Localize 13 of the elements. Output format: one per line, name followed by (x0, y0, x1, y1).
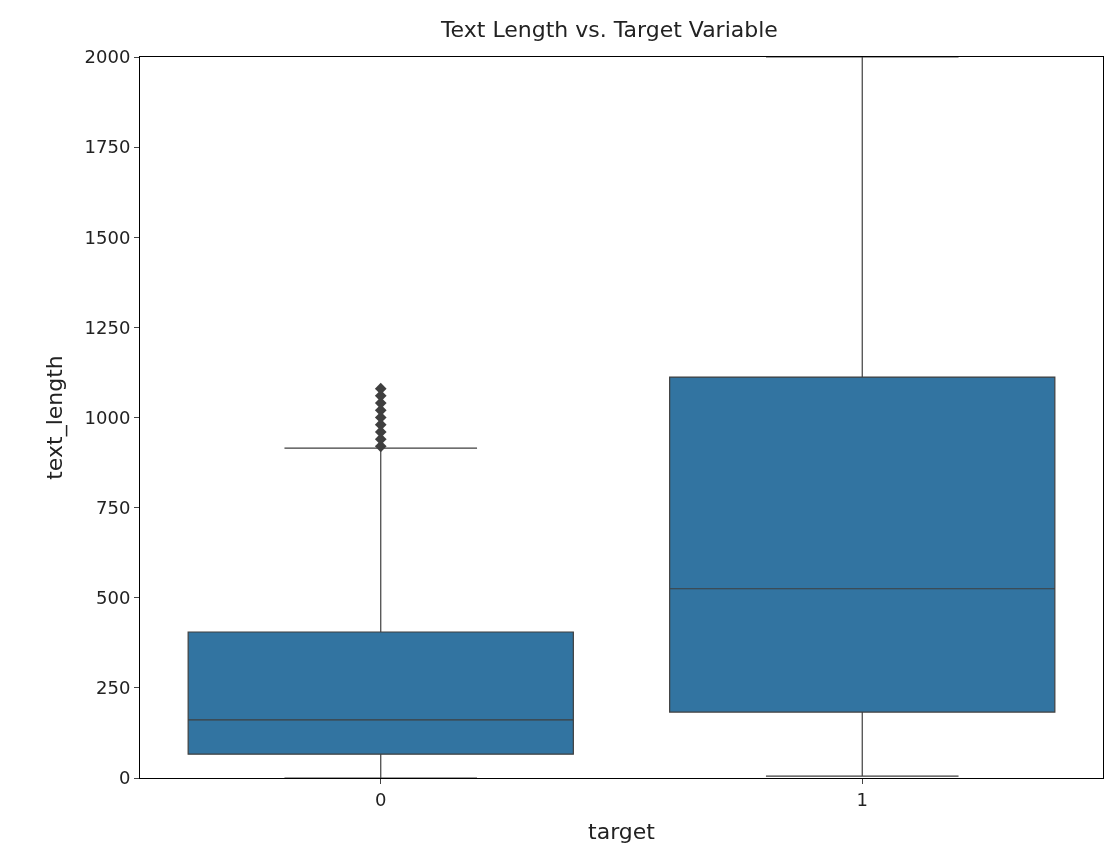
y-tick-label: 2000 (84, 46, 131, 68)
y-tick-label: 250 (96, 677, 131, 699)
y-tick-label: 0 (118, 767, 131, 789)
y-tick-label: 1250 (84, 316, 131, 338)
y-tick-label: 500 (96, 587, 131, 609)
y-tick-label: 1500 (84, 226, 131, 248)
y-axis-title: text_length (42, 355, 69, 480)
y-tick-label: 1000 (84, 406, 131, 428)
x-tick-label: 1 (856, 788, 868, 810)
y-tick-label: 1750 (84, 136, 131, 158)
chart-title: Text Length vs. Target Variable (439, 16, 778, 42)
x-axis-title: target (588, 819, 656, 845)
y-tick-label: 750 (96, 496, 131, 518)
